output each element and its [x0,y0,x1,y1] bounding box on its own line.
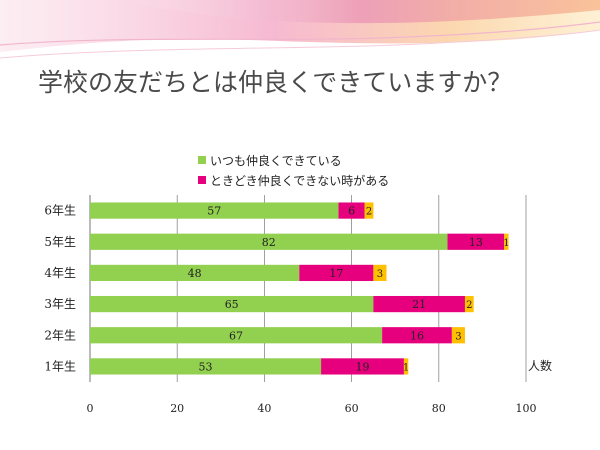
x-tick-label: 0 [87,402,94,415]
legend-item: ときどき仲良くできない時がある [198,170,389,190]
data-label: 1 [503,238,509,249]
bar-segment [447,233,505,250]
data-label: 19 [356,360,370,373]
x-tick-label: 80 [432,402,446,415]
data-label: 48 [188,267,202,280]
bar-segment [321,358,404,375]
data-label: 57 [207,205,221,218]
x-tick-label: 20 [170,402,184,415]
data-label: 67 [229,329,243,342]
data-label: 17 [329,267,343,280]
data-label: 3 [455,331,461,342]
unit-label: 人数 [528,359,553,373]
bar-segment [373,295,465,313]
y-tick-label: 4年生 [44,266,76,280]
bar-segment [90,264,300,282]
bar-segment [90,358,322,375]
bar-segment [504,233,509,250]
y-tick-label: 6年生 [44,204,76,218]
data-label: 82 [262,236,276,249]
data-label: 16 [410,329,424,342]
bar-segment [364,202,374,219]
bar-segment [373,264,387,282]
x-tick-label: 60 [345,402,359,415]
bar-segment [338,202,365,219]
data-label: 6 [348,205,355,218]
bar-segment [403,358,409,375]
data-label: 2 [466,300,472,311]
bar-segment [299,264,374,282]
bar-segment [90,327,383,344]
y-tick-label: 2年生 [44,328,76,342]
chart-legend: いつも仲良くできている ときどき仲良くできない時がある [198,150,389,190]
bar-segment [464,295,474,313]
legend-swatch [198,176,206,184]
x-tick-label: 40 [257,402,271,415]
x-tick-label: 100 [516,402,537,415]
y-tick-label: 1年生 [44,359,76,373]
legend-item: いつも仲良くできている [198,150,389,170]
bar-segment [90,295,374,313]
y-tick-label: 3年生 [44,297,76,311]
data-label: 2 [366,207,372,218]
decorative-banner [0,0,600,59]
y-tick-label: 5年生 [44,235,76,249]
data-label: 1 [403,362,409,373]
data-label: 3 [377,269,383,280]
legend-label: いつも仲良くできている [210,153,342,168]
legend-label: ときどき仲良くできない時がある [210,173,390,188]
data-label: 13 [469,236,483,249]
bar-segment [382,327,452,344]
slide-title: 学校の友だちとは仲良くできていますか？ [38,68,513,97]
bar-segment [451,327,465,344]
legend-swatch [198,156,206,164]
data-label: 65 [225,298,239,311]
data-label: 21 [412,298,426,311]
bar-segment [90,202,339,219]
bar-segment [90,233,448,250]
data-label: 53 [199,360,213,373]
